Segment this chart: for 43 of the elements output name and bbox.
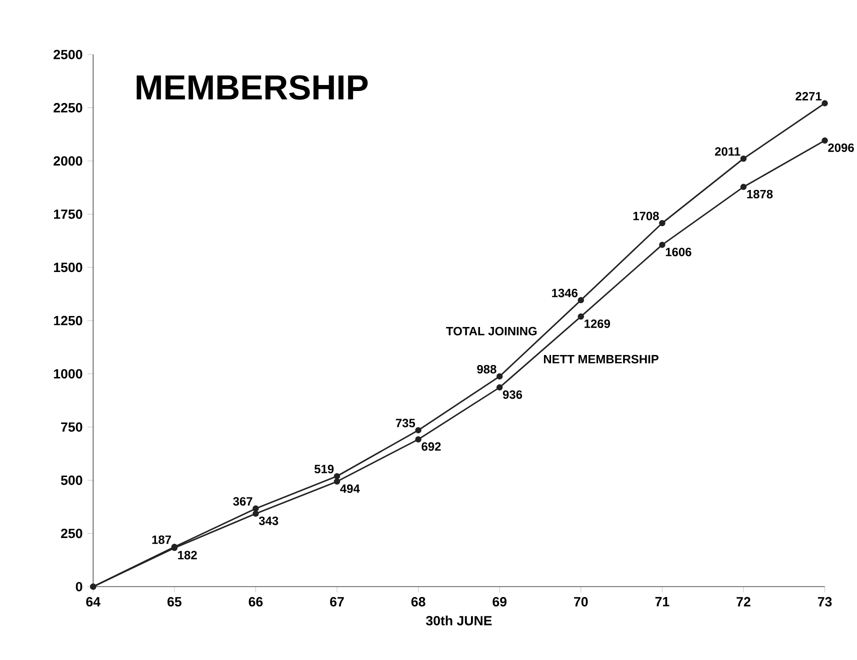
x-tick-label: 73: [818, 597, 832, 607]
y-tick-label: 500: [60, 476, 82, 486]
x-tick-label: 69: [492, 597, 507, 607]
y-tick-label: 2250: [54, 103, 82, 113]
data-label: 367: [233, 497, 252, 506]
y-tick-label: 0: [76, 582, 82, 592]
x-tick-label: 68: [411, 597, 426, 607]
data-label: 2271: [796, 92, 822, 100]
y-tick-label: 1250: [54, 316, 82, 326]
y-tick-label: 1750: [54, 210, 82, 219]
x-tick-label: 64: [86, 597, 100, 607]
series-label: NETT MEMBERSHIP: [544, 354, 658, 364]
x-tick-label: 72: [736, 597, 750, 606]
data-label: 2096: [828, 144, 854, 152]
series-label: TOTAL JOINING: [446, 326, 537, 336]
data-label: 494: [340, 484, 360, 494]
y-tick-label: 750: [61, 422, 82, 432]
data-label: 187: [152, 536, 171, 544]
data-label: 1708: [633, 212, 659, 220]
data-label: 988: [477, 365, 496, 374]
x-axis-title: 30th JUNE: [426, 616, 492, 626]
chart-title: MEMBERSHIP: [136, 75, 368, 100]
x-tick-label: 67: [330, 597, 344, 607]
x-tick-label: 71: [655, 597, 670, 606]
data-label: 1878: [747, 190, 773, 198]
x-tick-label: 70: [574, 597, 588, 607]
y-tick-label: 1000: [54, 369, 82, 379]
data-label: 2011: [715, 147, 740, 156]
data-label: 936: [502, 390, 522, 399]
data-label: 1606: [666, 248, 692, 256]
x-tick-label: 65: [168, 597, 182, 607]
y-tick-label: 2000: [54, 156, 82, 166]
data-label: 1346: [552, 288, 578, 298]
data-label: 519: [314, 464, 334, 474]
data-label: 735: [396, 418, 416, 428]
x-tick-label: 66: [248, 597, 263, 607]
data-label: 1269: [584, 320, 610, 328]
data-label: 692: [422, 442, 441, 451]
y-tick-label: 250: [61, 528, 82, 538]
data-label: 343: [258, 516, 278, 526]
y-tick-label: 1500: [54, 262, 82, 272]
y-tick-label: 2500: [54, 50, 82, 60]
data-label: 182: [178, 550, 197, 560]
